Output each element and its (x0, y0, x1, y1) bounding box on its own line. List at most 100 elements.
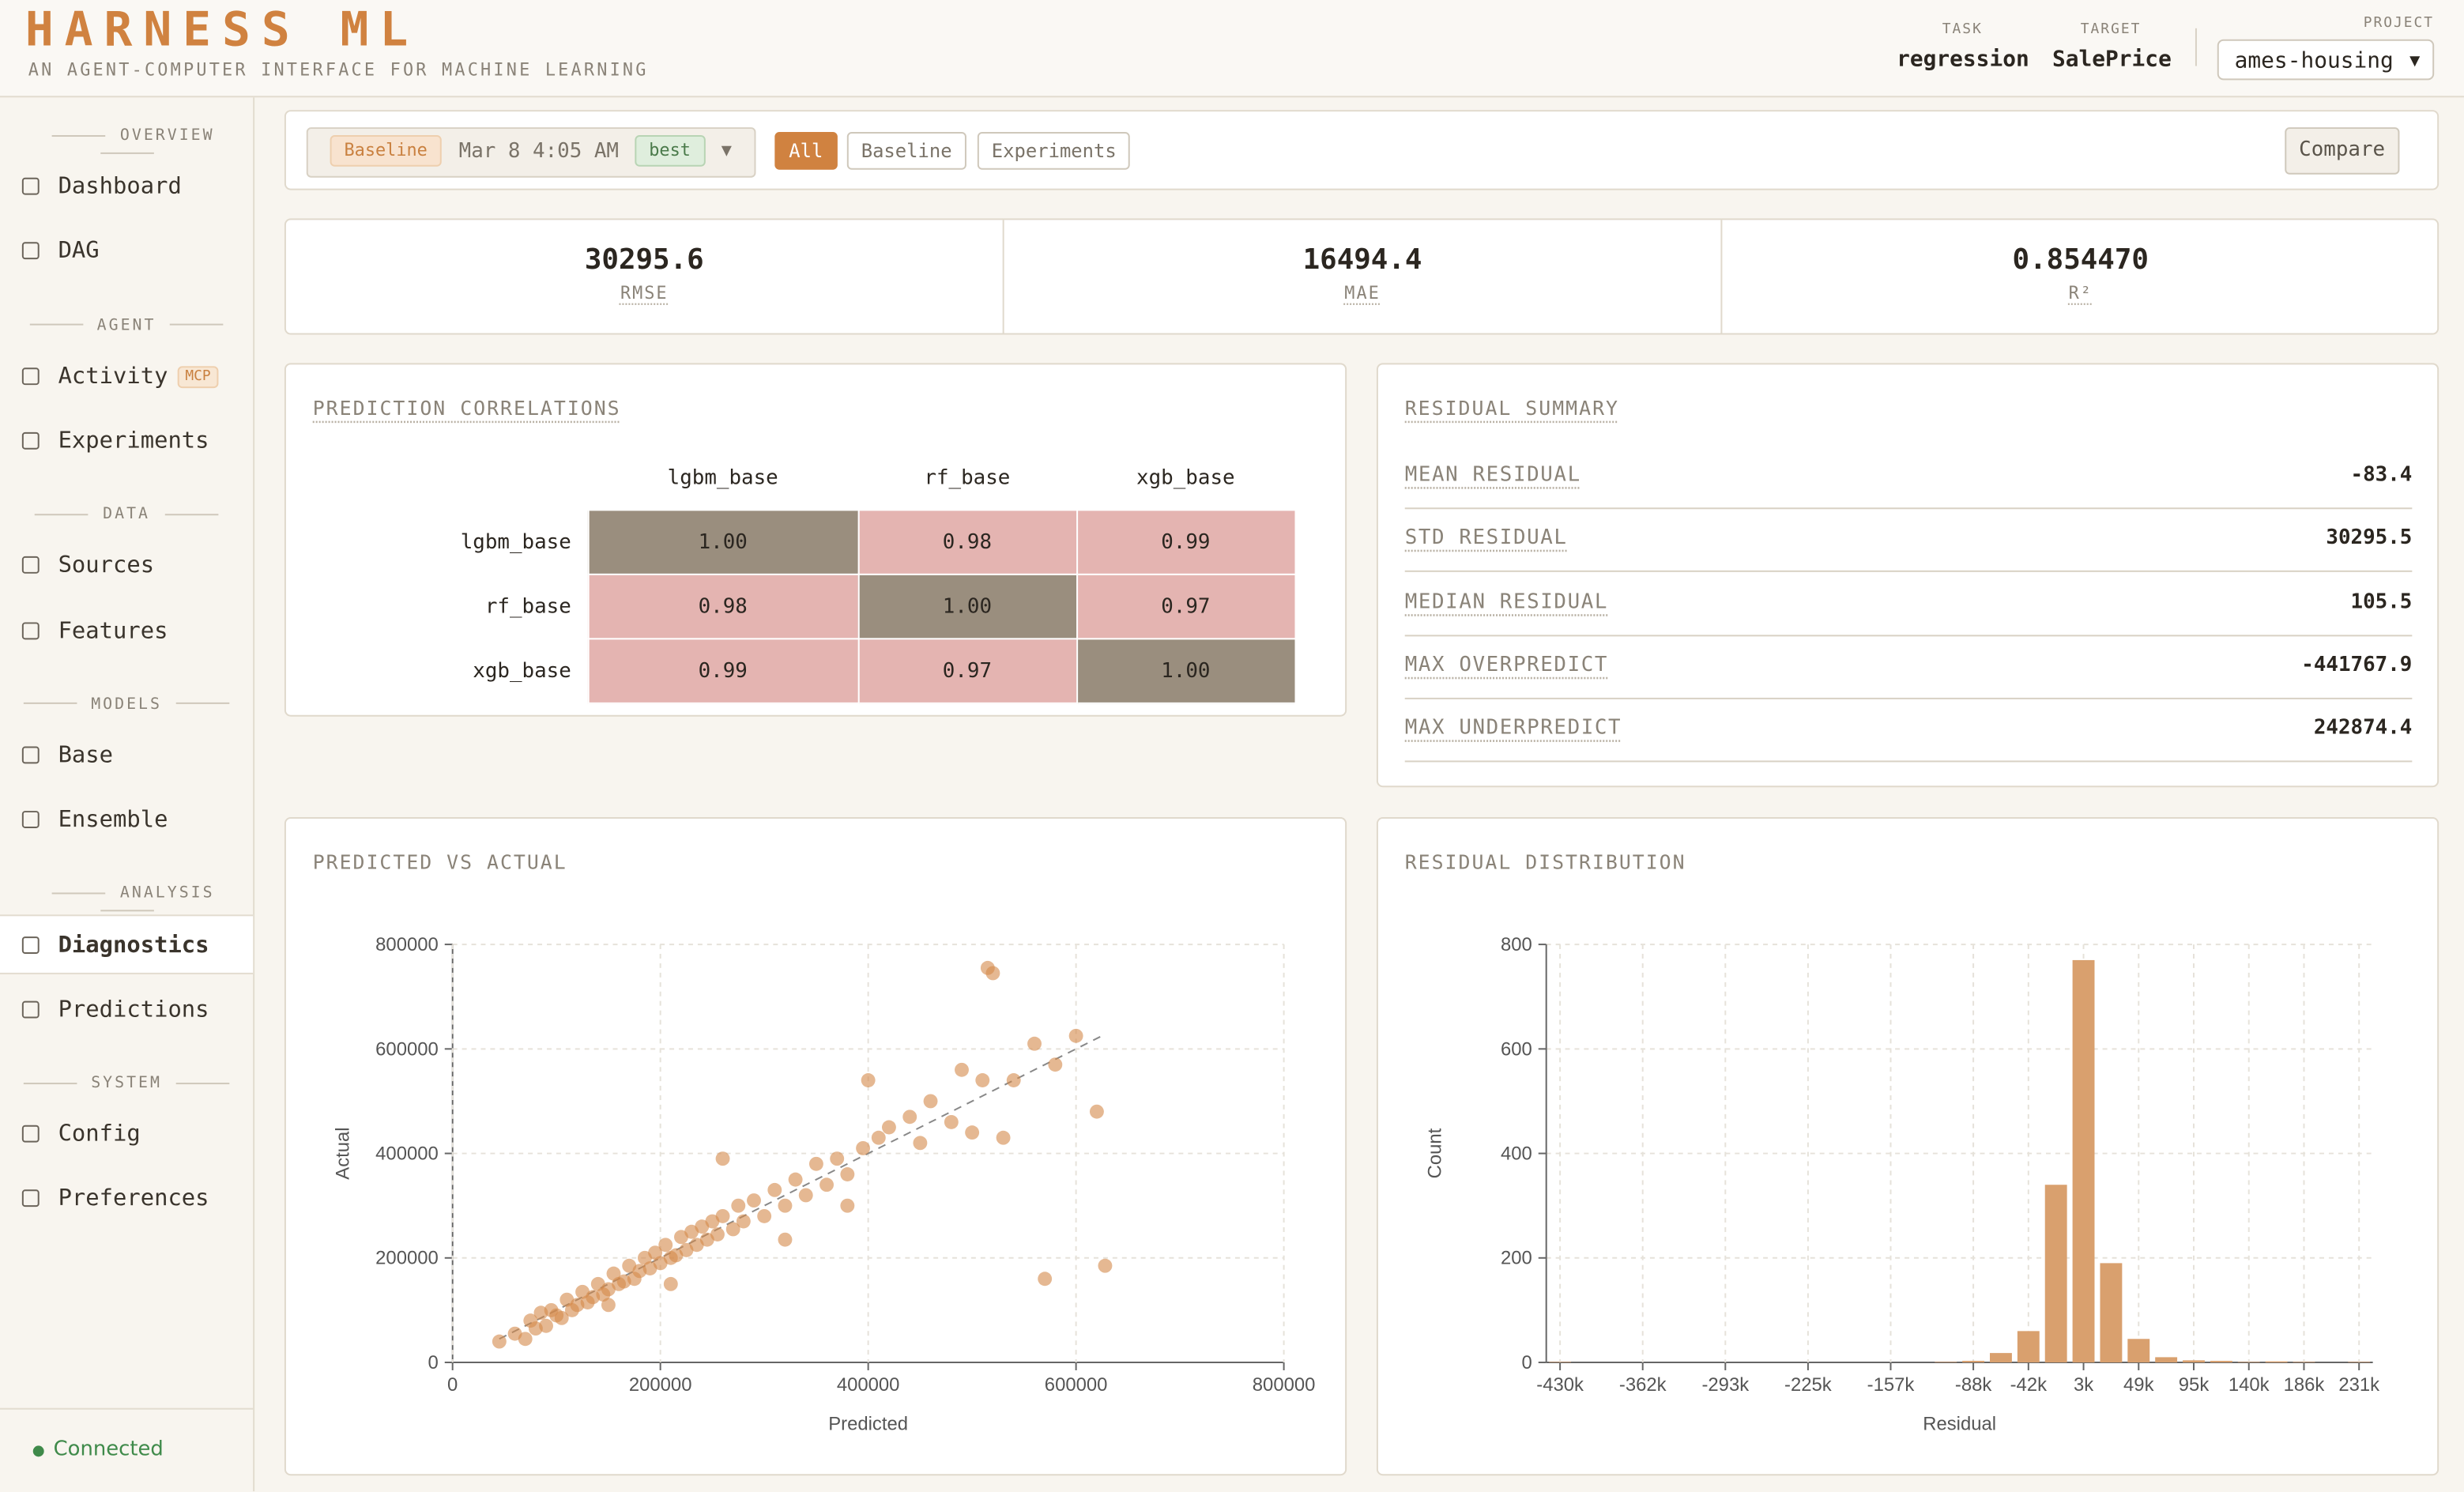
y-tick-label: 200 (1501, 1248, 1532, 1269)
nav-item[interactable]: Activity MCP (0, 347, 253, 407)
run-badge: best (635, 135, 705, 167)
panel-title: RESIDUAL SUMMARY (1404, 396, 1619, 420)
nav-item[interactable]: Config (0, 1105, 253, 1165)
nav-item[interactable]: Dashboard (0, 157, 253, 217)
nav-item[interactable]: Experiments (0, 412, 253, 472)
point (798, 1188, 813, 1203)
nav-label: Dashboard (58, 174, 182, 200)
row-header: xgb_base (473, 659, 571, 684)
cell: 0.97 (1076, 573, 1296, 640)
point (492, 1334, 507, 1349)
filter[interactable]: Baseline (846, 132, 966, 170)
nav-label: Sources (58, 553, 155, 579)
run-date: Mar 8 4:05 AM (458, 139, 619, 164)
nav-label: Base (58, 743, 114, 768)
summary-value: -83.4 (2350, 463, 2413, 488)
y-axis-label: Actual (332, 1127, 353, 1179)
chart: RESIDUAL DISTRIBUTION Residual Count 0 200 40… (1405, 851, 2379, 1435)
point (913, 1136, 928, 1151)
point (648, 1245, 663, 1260)
summary-value: 242874.4 (2313, 717, 2413, 740)
cell: 0.98 (857, 509, 1078, 575)
nav-icon (21, 1189, 40, 1208)
summary-label: MEDIAN RESIDUAL (1404, 590, 1609, 614)
point (955, 1062, 969, 1077)
project-label: PROJECT (2363, 15, 2435, 32)
summary-label: MEAN RESIDUAL (1404, 463, 1581, 488)
nav-icon (21, 936, 40, 955)
logo[interactable]: HARNESS ML (24, 2, 420, 58)
point (965, 1125, 980, 1140)
summary-row: MAX UNDERPREDICT 242874.4 (1404, 698, 2413, 763)
filter[interactable]: All (774, 132, 838, 170)
point (788, 1172, 803, 1187)
point (663, 1276, 678, 1291)
residual-panel: RESIDUAL SUMMARY MEAN RESIDUAL -83.4 STD R… (1376, 363, 2440, 788)
x-tick-label: -157k (1867, 1374, 1915, 1396)
point (856, 1140, 871, 1155)
summary-label: STD RESIDUAL (1404, 526, 1568, 551)
nav-item[interactable]: Sources (0, 536, 253, 596)
y-tick-label: 600 (1501, 1038, 1532, 1060)
point (1089, 1104, 1104, 1119)
metric: 30295.6 RMSE (286, 220, 1004, 333)
y-tick-label: 800 (1501, 934, 1532, 955)
point (871, 1130, 886, 1145)
metrics: 30295.6 RMSE 16494.4 MAE 0.854470 R² (284, 218, 2440, 335)
point (830, 1151, 845, 1166)
x-axis-label: Predicted (828, 1414, 908, 1435)
sidebar: Connected OVERVIEW Dashboard DAG AGENT Activ… (0, 97, 255, 1492)
nav-label: Predictions (58, 997, 209, 1023)
header-row: lgbm_base rf_base xgb_base (428, 446, 1295, 511)
run-select[interactable]: Baseline Mar 8 4:05 AM best ▼ (306, 127, 756, 178)
bar (2210, 1361, 2232, 1363)
summary-label: MAX UNDERPREDICT (1404, 717, 1622, 740)
nav-item[interactable]: Diagnostics (0, 915, 254, 975)
bar (2155, 1357, 2178, 1363)
nav-item[interactable]: DAG (0, 222, 253, 282)
point (715, 1151, 730, 1166)
table-row: rf_base 0.98 1.00 0.97 (428, 573, 1296, 640)
x-tick-label: 400000 (837, 1374, 900, 1396)
nav-item[interactable]: Features (0, 601, 253, 661)
point (975, 1073, 990, 1087)
x-tick-label: 3k (2074, 1374, 2093, 1396)
x-tick-label: 140k (2229, 1374, 2270, 1396)
x-tick-label: 600000 (1045, 1374, 1108, 1396)
nav-badge: MCP (177, 365, 219, 388)
target-label: TARGET (2080, 21, 2142, 38)
task-label: TASK (1942, 21, 1983, 38)
compare-button[interactable]: Compare (2285, 127, 2400, 175)
point (1098, 1258, 1113, 1273)
y-tick-label: 800000 (375, 934, 439, 955)
nav-icon (21, 242, 40, 260)
nav-item[interactable]: Base (0, 725, 253, 786)
correlations-panel: PREDICTION CORRELATIONS lgbm_base rf_base… (284, 363, 1347, 717)
nav-label: DAG (58, 239, 100, 265)
project-select[interactable]: ames-housing ▼ (2217, 39, 2435, 81)
point (840, 1167, 855, 1181)
cell: 0.97 (857, 638, 1078, 704)
filter[interactable]: Experiments (977, 132, 1131, 170)
point (731, 1198, 746, 1213)
row-header: rf_base (484, 594, 571, 619)
cell: 1.00 (586, 509, 859, 575)
point (715, 1208, 730, 1223)
section-title: OVERVIEW (0, 127, 253, 162)
metric-label: R² (2068, 282, 2093, 303)
cell: 0.99 (586, 638, 859, 704)
correlation-table: lgbm_base rf_base xgb_base lgbm_base 1.00 0.9… (428, 446, 1296, 704)
nav-icon (21, 621, 40, 639)
point (658, 1238, 673, 1253)
nav-item[interactable]: Predictions (0, 980, 253, 1040)
x-tick-label: 95k (2179, 1374, 2210, 1396)
nav-item[interactable]: Preferences (0, 1170, 253, 1230)
point (778, 1232, 793, 1247)
toolbar: Baseline Mar 8 4:05 AM best ▼ All Baseli… (284, 110, 2440, 190)
nav-item[interactable]: Ensemble (0, 790, 253, 850)
bar (2044, 1185, 2067, 1363)
column-header: rf_base (924, 465, 1011, 490)
table-row: lgbm_base 1.00 0.98 0.99 (428, 509, 1296, 575)
